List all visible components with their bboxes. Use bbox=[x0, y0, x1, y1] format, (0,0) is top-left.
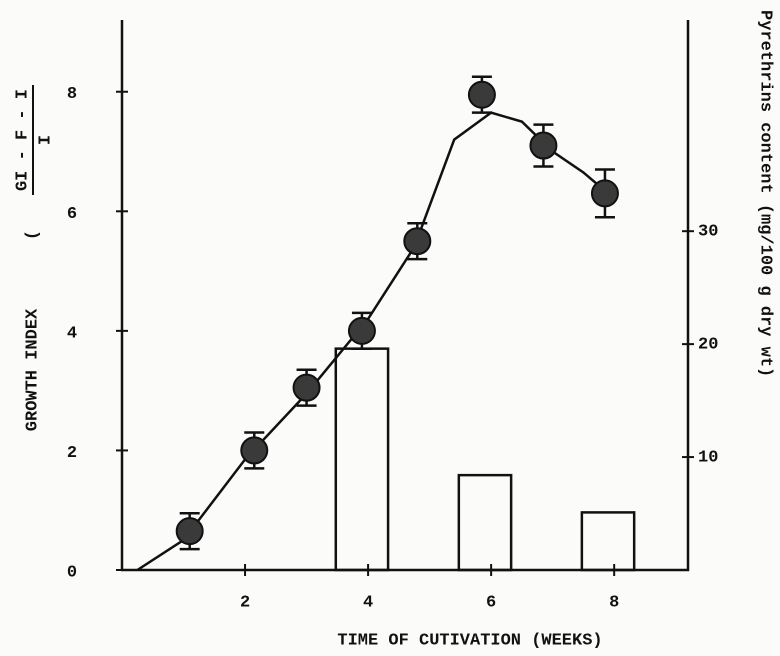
y2-tick-label: 20 bbox=[698, 336, 718, 355]
y-axis-label-paren: ( bbox=[23, 230, 42, 240]
y-tick-label: 4 bbox=[67, 324, 77, 343]
y-axis-label: GROWTH INDEX bbox=[23, 308, 42, 431]
data-point bbox=[530, 133, 556, 159]
y-axis-label-denominator: I bbox=[36, 135, 55, 145]
data-point bbox=[241, 437, 267, 463]
x-tick-label: 6 bbox=[486, 593, 496, 612]
y2-tick-label: 10 bbox=[698, 449, 718, 468]
y-tick-label: 0 bbox=[67, 563, 77, 582]
background bbox=[0, 0, 780, 656]
y2-tick-label: 30 bbox=[698, 223, 718, 242]
data-point bbox=[592, 180, 618, 206]
y2-axis-label: Pyrethrins content (mg/100 g dry wt) bbox=[756, 10, 775, 377]
data-point bbox=[349, 318, 375, 344]
data-point bbox=[294, 375, 320, 401]
x-tick-label: 4 bbox=[363, 593, 373, 612]
y-axis-label-numerator: GI - F - I bbox=[13, 89, 32, 191]
x-axis-label: TIME OF CUTIVATION (WEEKS) bbox=[337, 631, 602, 650]
x-tick-label: 8 bbox=[609, 593, 619, 612]
chart: TIME OF CUTIVATION (WEEKS) GROWTH INDEX … bbox=[0, 0, 780, 656]
data-point bbox=[404, 228, 430, 254]
data-point bbox=[469, 82, 495, 108]
x-tick-label: 2 bbox=[240, 593, 250, 612]
y-tick-label: 2 bbox=[67, 444, 77, 463]
y-tick-label: 8 bbox=[67, 85, 77, 104]
data-point bbox=[177, 518, 203, 544]
y-tick-label: 6 bbox=[67, 205, 77, 224]
